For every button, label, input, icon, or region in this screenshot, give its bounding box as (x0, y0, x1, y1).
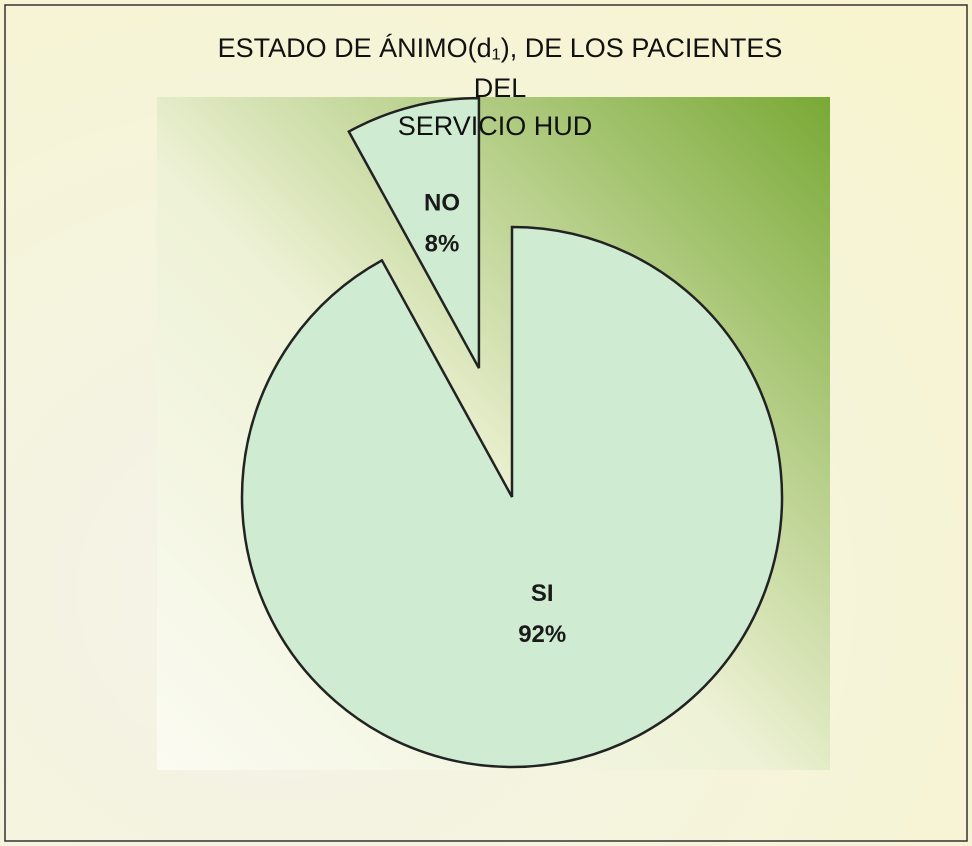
slice-category-label: SI (531, 580, 554, 607)
chart-title: SERVICIO HUD (398, 111, 593, 141)
slice-value-label: 8% (425, 231, 460, 258)
slice-category-label: NO (424, 190, 460, 217)
chart-border (4, 4, 968, 842)
slice-value-label: 92% (518, 621, 566, 648)
pie-slice (240, 225, 784, 769)
pie-slice (347, 96, 481, 369)
chart-title: DEL (474, 73, 527, 103)
chart-title: ESTADO DE ÁNIMO(d₁), DE LOS PACIENTES (218, 33, 783, 63)
pie (240, 96, 784, 769)
